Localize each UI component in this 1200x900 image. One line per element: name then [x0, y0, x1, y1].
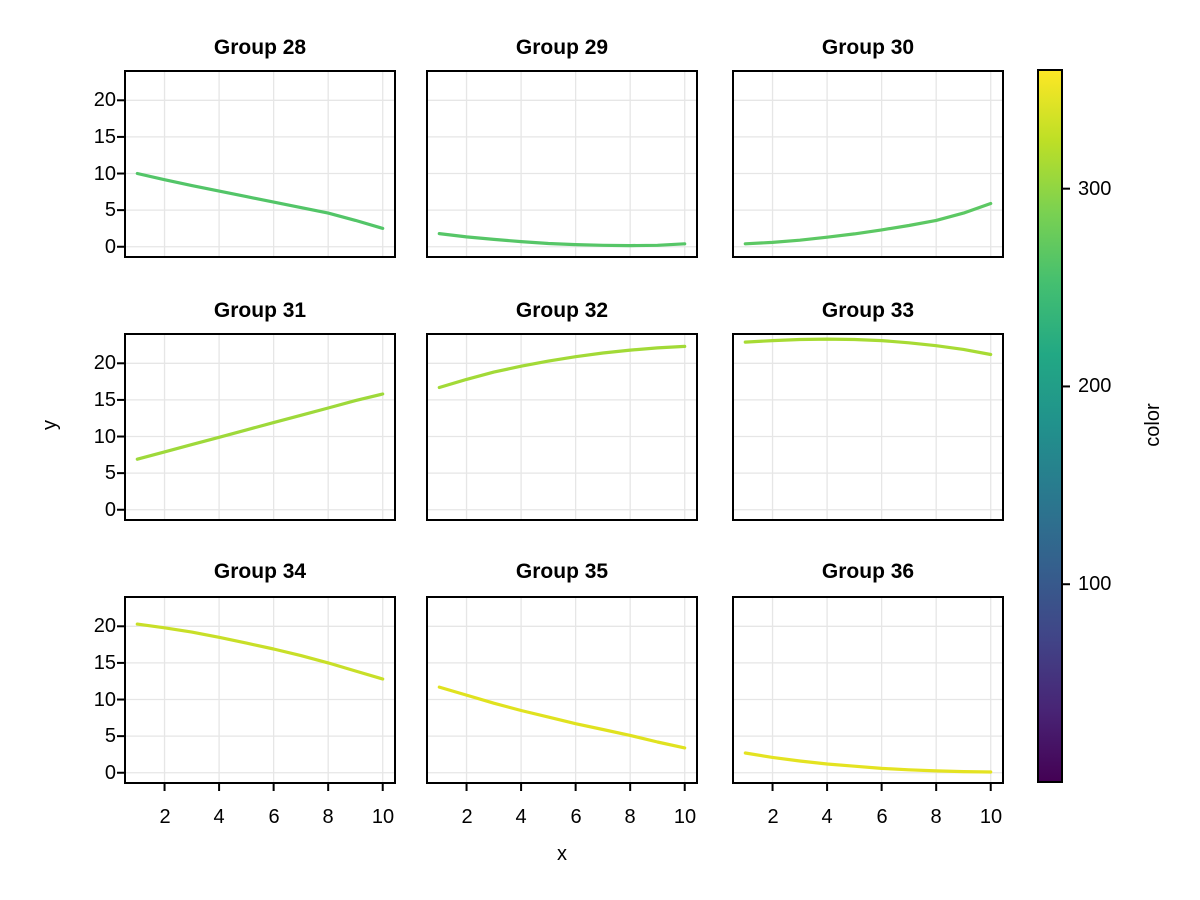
- x-axis-label: x: [557, 843, 567, 865]
- curve-group-36: [743, 751, 993, 774]
- facet-frame: [124, 333, 396, 521]
- curve-group-34: [135, 622, 385, 681]
- x-tick-label: 4: [821, 806, 833, 828]
- facet-title-group-34: Group 34: [213, 560, 307, 583]
- y-tick-label: 0: [104, 236, 116, 258]
- x-tick-label: 4: [213, 806, 225, 828]
- y-tick-label: 20: [93, 352, 116, 374]
- x-tick-label: 6: [876, 806, 888, 828]
- y-tick-label: 15: [93, 389, 116, 411]
- colorbar-gradient: [1037, 69, 1063, 783]
- x-tick-label: 10: [371, 806, 395, 828]
- x-tick-label: 4: [515, 806, 527, 828]
- colorbar-title: color: [1142, 403, 1164, 447]
- y-tick-label: 0: [104, 499, 116, 521]
- x-tick-label: 8: [322, 806, 334, 828]
- y-tick-label: 10: [93, 426, 116, 448]
- curve-group-33: [743, 337, 993, 357]
- facet-title-group-35: Group 35: [515, 560, 609, 583]
- facet-title-group-32: Group 32: [515, 299, 609, 322]
- x-tick-label: 10: [979, 806, 1003, 828]
- x-tick-label: 2: [159, 806, 171, 828]
- y-tick-label: 10: [93, 689, 116, 711]
- facet-frame: [426, 333, 698, 521]
- y-tick-label: 15: [93, 652, 116, 674]
- facet-frame: [426, 596, 698, 784]
- facet-title-group-30: Group 30: [821, 36, 915, 59]
- x-tick-label: 6: [570, 806, 582, 828]
- x-tick-label: 6: [268, 806, 280, 828]
- y-tick-label: 0: [104, 762, 116, 784]
- x-tick-label: 10: [673, 806, 697, 828]
- facet-title-group-33: Group 33: [821, 299, 915, 322]
- y-tick-label: 20: [93, 615, 116, 637]
- y-tick-label: 5: [104, 462, 116, 484]
- x-tick-label: 8: [930, 806, 942, 828]
- y-axis-label: y: [39, 420, 61, 430]
- curve-group-28: [135, 171, 385, 230]
- y-tick-label: 15: [93, 126, 116, 148]
- colorbar-tick-label: 200: [1078, 375, 1112, 397]
- y-tick-label: 5: [104, 199, 116, 221]
- curve-group-35: [437, 685, 687, 750]
- facet-title-group-36: Group 36: [821, 560, 915, 583]
- facet-frame: [732, 70, 1004, 258]
- facet-frame: [732, 333, 1004, 521]
- y-tick-label: 5: [104, 725, 116, 747]
- facet-frame: [124, 70, 396, 258]
- facet-frame: [732, 596, 1004, 784]
- curve-group-30: [743, 201, 993, 246]
- facet-title-group-31: Group 31: [213, 299, 307, 322]
- facet-frame: [124, 596, 396, 784]
- colorbar-tick-label: 300: [1078, 178, 1112, 200]
- y-tick-label: 10: [93, 163, 116, 185]
- curve-group-29: [437, 232, 687, 248]
- y-tick-label: 20: [93, 89, 116, 111]
- facet-frame: [426, 70, 698, 258]
- curve-group-31: [135, 392, 385, 461]
- facet-title-group-28: Group 28: [213, 36, 307, 59]
- facet-title-group-29: Group 29: [515, 36, 609, 59]
- x-tick-label: 2: [767, 806, 779, 828]
- x-tick-label: 8: [624, 806, 636, 828]
- x-tick-label: 2: [461, 806, 473, 828]
- colorbar-tick-label: 100: [1078, 573, 1112, 595]
- curve-group-32: [437, 344, 687, 390]
